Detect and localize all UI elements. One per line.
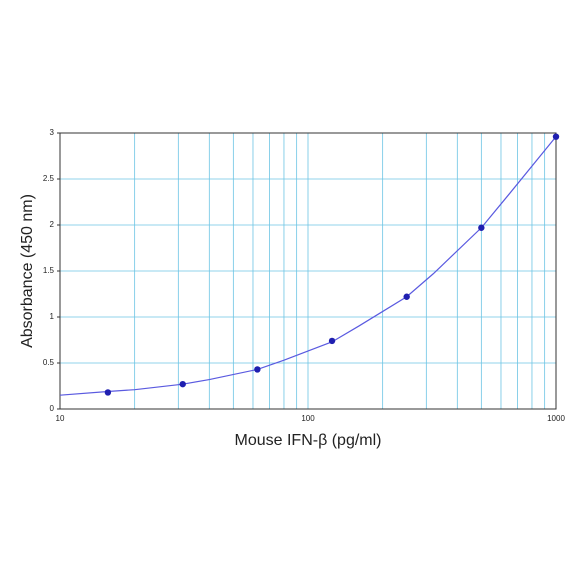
- y-tick-label: 2.5: [43, 174, 55, 183]
- y-tick-label: 0.5: [43, 358, 55, 367]
- y-axis-label: Absorbance (450 nm): [19, 194, 36, 348]
- y-tick-label: 0: [50, 404, 55, 413]
- x-tick-label: 100: [301, 414, 315, 423]
- data-point: [179, 380, 186, 388]
- y-tick-label: 1.5: [43, 266, 55, 275]
- x-tick-label: 10: [56, 414, 65, 423]
- fit-curve: [59, 136, 557, 396]
- y-tick-label: 3: [50, 128, 55, 137]
- data-point: [552, 133, 560, 140]
- x-tick-label: 1000: [547, 414, 565, 423]
- y-tick-label: 1: [50, 312, 55, 321]
- data-point: [104, 389, 112, 396]
- plot-frame: [59, 132, 557, 410]
- x-axis-label: Mouse IFN-β (pg/ml): [235, 432, 382, 449]
- data-point: [328, 337, 336, 345]
- data-point: [254, 366, 261, 373]
- y-tick-label: 2: [50, 220, 55, 229]
- data-point: [403, 293, 410, 300]
- data-point: [478, 224, 485, 231]
